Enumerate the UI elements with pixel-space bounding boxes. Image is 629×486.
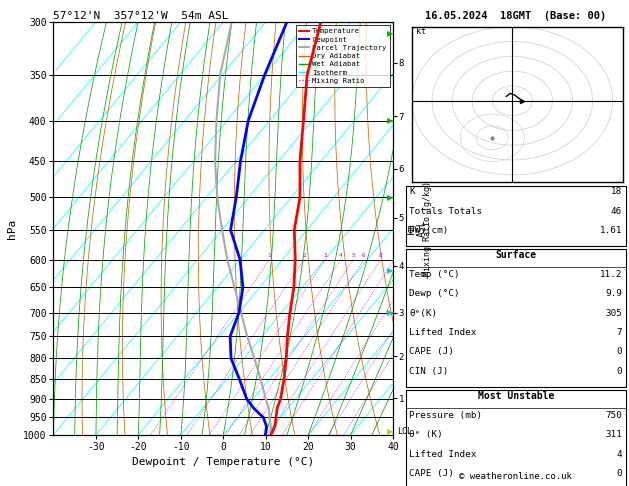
Text: 0: 0 (616, 469, 622, 478)
Text: 4: 4 (616, 450, 622, 459)
Text: CIN (J): CIN (J) (409, 367, 449, 376)
Text: 11.2: 11.2 (599, 270, 622, 279)
Text: 1.61: 1.61 (599, 226, 622, 235)
Text: ▶: ▶ (387, 308, 393, 317)
Y-axis label: km
ASL: km ASL (406, 220, 427, 237)
Text: K: K (409, 187, 415, 196)
Text: 3: 3 (323, 254, 327, 259)
Text: 7: 7 (616, 328, 622, 337)
Text: 8: 8 (379, 254, 382, 259)
Text: 5: 5 (352, 254, 355, 259)
Text: ▶: ▶ (387, 427, 393, 436)
Text: 2: 2 (302, 254, 306, 259)
Text: 57°12'N  357°12'W  54m ASL: 57°12'N 357°12'W 54m ASL (53, 11, 229, 21)
Text: 0: 0 (616, 367, 622, 376)
Text: Lifted Index: Lifted Index (409, 328, 477, 337)
Text: Lifted Index: Lifted Index (409, 450, 477, 459)
Text: 0: 0 (616, 347, 622, 357)
Text: CAPE (J): CAPE (J) (409, 469, 455, 478)
Text: 1: 1 (268, 254, 271, 259)
Legend: Temperature, Dewpoint, Parcel Trajectory, Dry Adiabat, Wet Adiabat, Isotherm, Mi: Temperature, Dewpoint, Parcel Trajectory… (296, 25, 389, 87)
Text: 750: 750 (605, 411, 622, 420)
Text: ▶: ▶ (387, 192, 393, 202)
Text: ▶: ▶ (387, 266, 393, 276)
Text: θᵉ (K): θᵉ (K) (409, 430, 443, 439)
Text: Pressure (mb): Pressure (mb) (409, 411, 482, 420)
Text: 18: 18 (611, 187, 622, 196)
Text: LCL: LCL (398, 427, 412, 436)
Text: 311: 311 (605, 430, 622, 439)
Text: Most Unstable: Most Unstable (477, 391, 554, 401)
Text: Totals Totals: Totals Totals (409, 207, 482, 216)
Text: CAPE (J): CAPE (J) (409, 347, 455, 357)
Text: 305: 305 (605, 309, 622, 318)
Text: Temp (°C): Temp (°C) (409, 270, 460, 279)
Text: 46: 46 (611, 207, 622, 216)
Text: 9.9: 9.9 (605, 289, 622, 298)
Text: 4: 4 (339, 254, 343, 259)
Text: 6: 6 (362, 254, 365, 259)
Text: © weatheronline.co.uk: © weatheronline.co.uk (459, 472, 572, 481)
Text: 16.05.2024  18GMT  (Base: 00): 16.05.2024 18GMT (Base: 00) (425, 11, 606, 21)
Text: ▶: ▶ (387, 116, 393, 125)
Text: kt: kt (416, 27, 426, 36)
Text: Mixing Ratio (g/kg): Mixing Ratio (g/kg) (423, 181, 432, 276)
X-axis label: Dewpoint / Temperature (°C): Dewpoint / Temperature (°C) (132, 457, 314, 468)
Text: Surface: Surface (495, 250, 537, 260)
Text: PW (cm): PW (cm) (409, 226, 449, 235)
Text: ▶: ▶ (387, 29, 393, 37)
Y-axis label: hPa: hPa (8, 218, 18, 239)
Text: θᵉ(K): θᵉ(K) (409, 309, 438, 318)
Text: Dewp (°C): Dewp (°C) (409, 289, 460, 298)
